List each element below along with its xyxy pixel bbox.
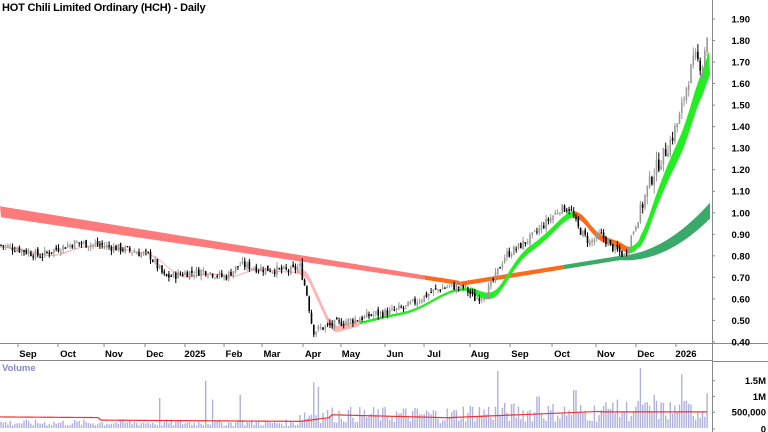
date-axis-tick: Mar — [264, 349, 281, 360]
date-axis-tick: Dec — [146, 349, 163, 360]
date-axis-tick: 2026 — [675, 349, 696, 360]
long-ribbon-neutral — [424, 264, 565, 286]
date-axis-tick: Dec — [637, 349, 654, 360]
price-axis-tick: 1.10 — [732, 187, 751, 198]
date-axis-tick: Nov — [105, 349, 124, 360]
date-axis-tick: Jul — [427, 349, 441, 360]
chart-title: HOT Chili Limited Ordinary (HCH) - Daily — [2, 2, 206, 14]
short-ribbon-bullish-2 — [479, 211, 575, 300]
date-axis-tick: Apr — [305, 349, 322, 360]
short-ribbon-neutral — [574, 211, 630, 254]
price-axis-tick: 1.30 — [732, 144, 751, 155]
volume-axis-tick: 1M — [753, 392, 766, 403]
volume-pane-label: Volume — [2, 363, 36, 374]
price-axis-tick: 0.40 — [732, 337, 751, 348]
price-axis-tick: 1.80 — [732, 36, 751, 47]
volume-axis-tick: 0 — [761, 425, 766, 432]
price-axis-tick: 0.70 — [732, 273, 751, 284]
date-axis-tick: Sep — [19, 349, 37, 360]
price-axis-tick: 0.80 — [732, 251, 751, 262]
date-axis-tick: Oct — [554, 349, 571, 360]
short-ribbon-bullish — [359, 287, 480, 325]
long-ribbon-bullish — [564, 202, 710, 270]
date-axis-tick: 2025 — [184, 349, 206, 360]
long-ribbon-bearish — [0, 206, 425, 280]
volume-moving-average — [0, 410, 707, 422]
price-axis-tick: 0.50 — [732, 316, 751, 327]
price-axis-tick: 1.70 — [732, 58, 751, 69]
price-axis-tick: 1.60 — [732, 79, 751, 90]
price-candlesticks — [0, 36, 708, 338]
price-axis-tick: 1.00 — [732, 208, 751, 219]
volume-axis-tick: 500,000 — [732, 408, 766, 419]
date-axis-tick: Jun — [387, 349, 404, 360]
date-axis-tick: Aug — [471, 349, 490, 360]
volume-axis-tick: 1.5M — [745, 376, 766, 387]
volume-bars — [0, 368, 708, 428]
price-axis-tick: 1.50 — [732, 101, 751, 112]
date-axis-tick: Sep — [511, 349, 529, 360]
price-axis-tick: 1.20 — [732, 165, 751, 176]
date-axis-tick: Oct — [60, 349, 77, 360]
date-axis-tick: Nov — [597, 349, 616, 360]
moving-average-ribbons — [0, 51, 710, 333]
date-axis-tick: May — [342, 349, 361, 360]
price-axis-tick: 1.40 — [732, 122, 751, 133]
price-axis-tick: 0.90 — [732, 230, 751, 241]
price-axis-tick: 1.90 — [732, 15, 751, 26]
date-axis-tick: Feb — [226, 349, 243, 360]
price-axis-tick: 0.60 — [732, 294, 751, 305]
